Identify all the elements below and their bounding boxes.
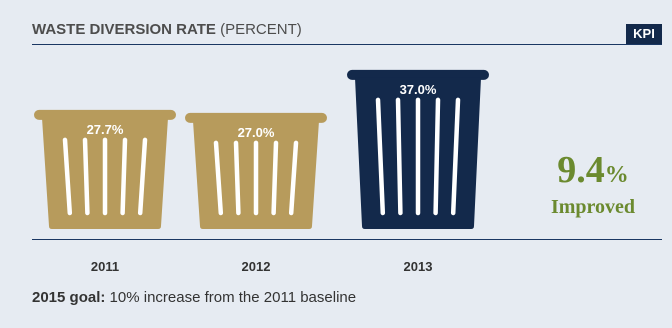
category-label: 2012 (242, 259, 271, 274)
kpi-badge: KPI (626, 24, 662, 44)
title-unit: (PERCENT) (220, 21, 302, 38)
value-label: 37.0% (400, 82, 437, 97)
value-label: 27.7% (87, 122, 124, 137)
baseline-rule (32, 239, 662, 240)
title-main: WASTE DIVERSION RATE (32, 21, 216, 38)
bin-stripe (82, 137, 90, 216)
bar-2011: 27.7% 2011 (34, 109, 176, 274)
goal-label: 2015 goal: (32, 289, 106, 306)
bin-stripe (62, 137, 73, 216)
bin-rim (347, 69, 489, 80)
bin-stripe (375, 97, 386, 216)
bar-2013: 37.0% 2013 (347, 69, 489, 274)
top-rule (32, 44, 662, 45)
bin-stripe (395, 97, 403, 216)
bin-stripe (233, 140, 241, 216)
category-label: 2013 (404, 259, 433, 274)
bin-stripe (433, 97, 441, 216)
bin-rim (185, 112, 327, 123)
kpi-label: Improved (550, 196, 636, 218)
value-label: 27.0% (238, 125, 275, 140)
bin-stripe (213, 140, 224, 216)
bin-stripe (288, 140, 299, 216)
goal-text: 10% increase from the 2011 baseline (105, 289, 357, 306)
bin-stripe (120, 137, 128, 216)
kpi-value: 9.4% (520, 150, 666, 195)
bar-2012: 27.0% 2012 (185, 112, 327, 274)
bin-rim (34, 109, 176, 120)
goal-note: 2015 goal: 10% increase from the 2011 ba… (32, 289, 356, 306)
bin-stripe (450, 97, 461, 216)
category-label: 2011 (91, 259, 119, 274)
kpi-unit: % (604, 162, 629, 188)
bin-stripe (137, 137, 148, 216)
kpi-number: 9.4 (557, 149, 605, 191)
chart-title: WASTE DIVERSION RATE (PERCENT) (32, 21, 302, 38)
bin-stripe (271, 140, 279, 216)
